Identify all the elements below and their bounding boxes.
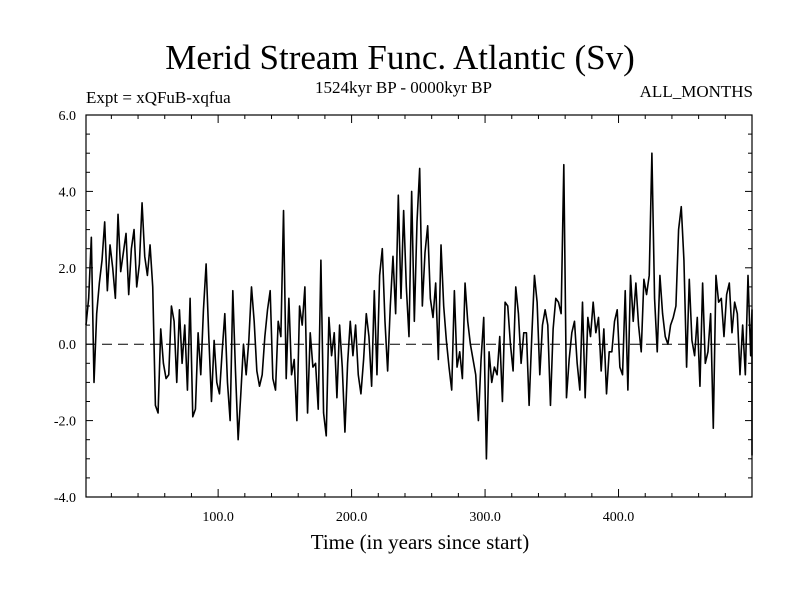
x-tick-label: 100.0 [202, 510, 234, 525]
y-tick-label: -4.0 [54, 491, 76, 506]
ticks-layer: -4.0 -2.0 0.0 2.0 4.0 6.0 100.0 200.0 300.0 400.0 [54, 109, 752, 525]
series-line [85, 152, 753, 460]
y-tick-label: 0.0 [59, 338, 77, 353]
experiment-label: Expt = xQFuB-xqfua [86, 88, 231, 107]
y-tick-label: 6.0 [59, 109, 77, 124]
chart-title: Merid Stream Func. Atlantic (Sv) [165, 38, 635, 77]
x-tick-label: 300.0 [469, 510, 501, 525]
y-tick-label: 2.0 [59, 262, 77, 277]
season-label: ALL_MONTHS [639, 82, 753, 101]
chart-subtitle: 1524kyr BP - 0000kyr BP [315, 78, 492, 97]
y-tick-label: 4.0 [59, 185, 77, 200]
x-axis-label: Time (in years since start) [310, 530, 530, 554]
plot-frame [85, 114, 753, 498]
x-tick-label: 200.0 [336, 510, 368, 525]
series-layer [85, 152, 753, 460]
y-tick-label: -2.0 [54, 415, 76, 430]
x-tick-label: 400.0 [603, 510, 635, 525]
